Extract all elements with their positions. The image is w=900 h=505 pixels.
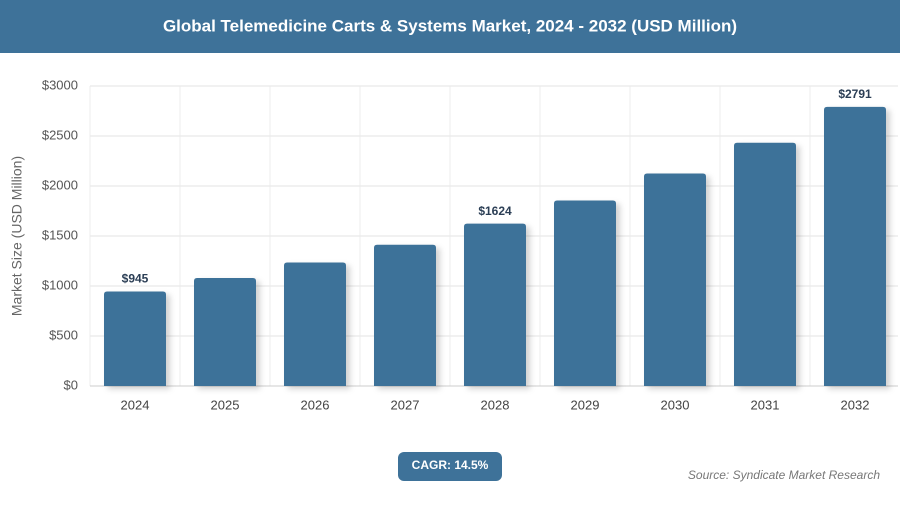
cagr-label: CAGR: 14.5%: [412, 458, 489, 472]
bar: [644, 173, 706, 386]
bar: [464, 223, 526, 386]
bar: [374, 244, 436, 386]
x-tick-label: 2027: [391, 397, 420, 412]
x-tick-label: 2025: [211, 397, 240, 412]
x-tick-label: 2029: [571, 397, 600, 412]
x-tick-label: 2026: [301, 397, 330, 412]
x-tick-label: 2024: [121, 397, 150, 412]
y-tick-label: $2500: [42, 127, 78, 142]
header-band: [0, 0, 900, 53]
bar: [734, 142, 796, 386]
y-tick-label: $0: [64, 377, 78, 392]
plot-area: $0 $500 $1000 $1500 $2000 $2500 $3000 2024 $945 2…: [42, 77, 898, 412]
y-tick-label: $1500: [42, 227, 78, 242]
cagr-box: [398, 452, 502, 481]
x-tick-label: 2030: [661, 397, 690, 412]
value-label: $2791: [838, 87, 872, 101]
y-tick-label: $1000: [42, 277, 78, 292]
bar: [554, 200, 616, 386]
bar: [284, 262, 346, 386]
y-tick-label: $3000: [42, 77, 78, 92]
x-tick-label: 2031: [751, 397, 780, 412]
value-label: $945: [122, 272, 149, 286]
y-axis-title: Market Size (USD Million): [9, 156, 25, 316]
bar: [104, 291, 166, 386]
x-tick-label: 2032: [841, 397, 870, 412]
value-label: $1624: [478, 204, 512, 218]
y-tick-label: $2000: [42, 177, 78, 192]
x-tick-label: 2028: [481, 397, 510, 412]
bar: [194, 278, 256, 386]
y-tick-label: $500: [49, 327, 78, 342]
chart-title: Global Telemedicine Carts & Systems Mark…: [163, 16, 737, 35]
source: Source: Syndicate Market Research: [688, 468, 880, 482]
bar: [824, 106, 886, 387]
